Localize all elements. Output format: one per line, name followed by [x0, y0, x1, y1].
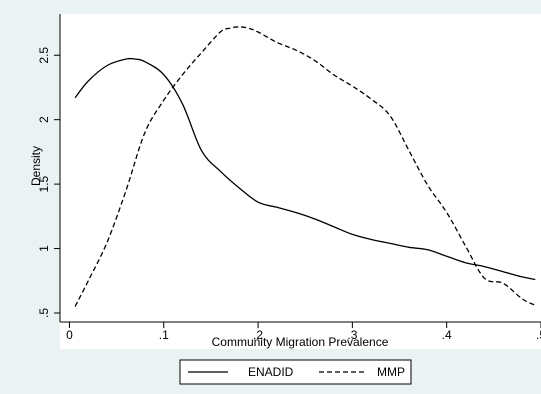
x-tick-label: .2	[253, 328, 263, 342]
series-line-enadid	[74, 57, 536, 281]
x-axis-title: Community Migration Prevalence	[212, 335, 389, 349]
x-tick-label: .1	[159, 328, 169, 342]
y-tick-label: 2.5	[37, 47, 51, 64]
y-axis: .5 1 1.5 2 2.5	[37, 14, 61, 322]
y-tick-label: 2	[37, 116, 51, 123]
legend-label-enadid: ENADID	[248, 365, 294, 379]
x-tick-label: .5	[536, 328, 541, 342]
series-line-mmp	[74, 26, 536, 307]
y-tick-label: 1.5	[37, 175, 51, 192]
x-tick-label: .4	[442, 328, 452, 342]
y-axis-title: Density	[29, 146, 43, 186]
x-tick-label: 0	[66, 328, 73, 342]
series-layer	[74, 26, 536, 307]
plot-background	[60, 14, 541, 349]
legend-label-mmp: MMP	[377, 365, 405, 379]
x-axis: 0 .1 .2 .3 .4 .5	[60, 321, 541, 342]
y-tick-label: 1	[37, 245, 51, 252]
x-tick-label: .3	[347, 328, 357, 342]
legend: ENADID MMP	[179, 359, 412, 385]
y-tick-label: .5	[37, 308, 51, 318]
